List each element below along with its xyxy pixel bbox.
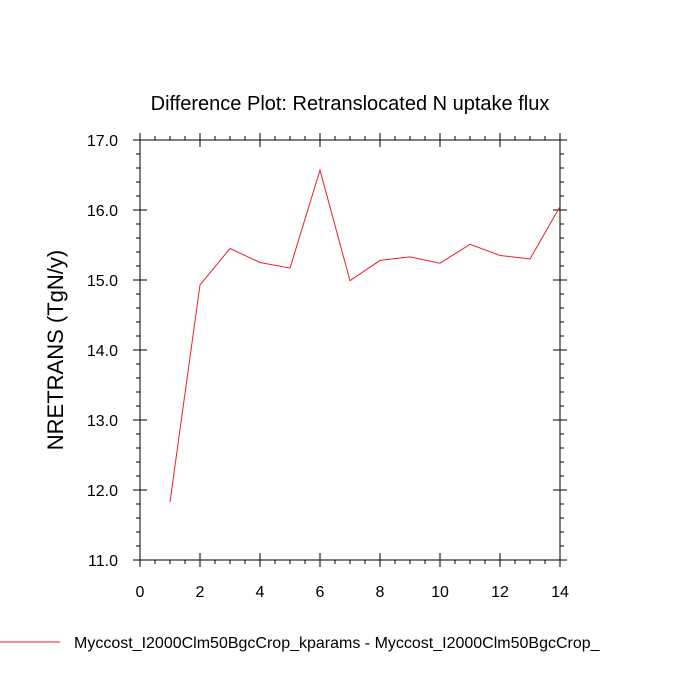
data-point: [439, 262, 441, 264]
chart-title: Difference Plot: Retranslocated N uptake…: [151, 93, 550, 115]
y-tick-label: 16.0: [87, 203, 118, 220]
data-point: [289, 267, 291, 269]
x-tick-label: 4: [256, 584, 265, 601]
x-tick-label: 12: [491, 584, 509, 601]
y-tick-label: 11.0: [88, 553, 118, 570]
y-tick-label: 12.0: [87, 483, 118, 500]
data-point: [169, 501, 171, 503]
data-point: [199, 284, 201, 286]
x-tick-label: 0: [136, 584, 145, 601]
x-tick-label: 2: [196, 584, 205, 601]
data-point: [259, 262, 261, 264]
axis-ticks: [133, 133, 567, 567]
y-tick-label: 14.0: [87, 343, 118, 360]
plot-frame: [139, 139, 561, 561]
x-tick-label: 6: [316, 584, 325, 601]
data-point: [379, 259, 381, 261]
series-line-0: [169, 168, 561, 502]
x-tick-label: 10: [431, 584, 449, 601]
y-axis-label: NRETRANS (TgN/y): [43, 250, 68, 450]
legend: Myccost_I2000Clm50BgcCrop_kparams - Mycc…: [0, 635, 601, 652]
y-tick-label: 15.0: [87, 273, 118, 290]
axis-tick-labels: 0 2 4 6 8 10 12 14 11.0 12.0 13.0 14.0 15.0 16.0 17.0: [87, 133, 569, 601]
y-tick-label: 13.0: [87, 413, 118, 430]
x-tick-label: 8: [376, 584, 385, 601]
series-layer: [169, 168, 561, 503]
data-point: [559, 206, 561, 208]
data-point: [319, 169, 321, 171]
data-point: [499, 255, 501, 257]
data-point: [529, 258, 531, 260]
data-point: [229, 248, 231, 250]
legend-label: Myccost_I2000Clm50BgcCrop_kparams - Mycc…: [74, 635, 601, 652]
data-point: [469, 243, 471, 245]
y-tick-label: 17.0: [87, 133, 118, 150]
data-point: [409, 256, 411, 258]
data-point: [349, 280, 351, 282]
x-tick-label: 14: [551, 584, 569, 601]
